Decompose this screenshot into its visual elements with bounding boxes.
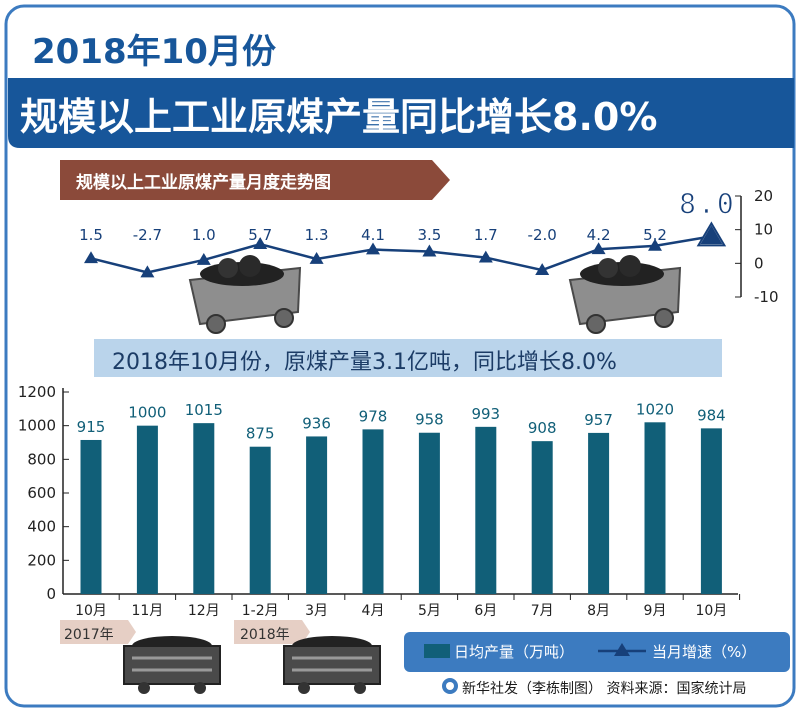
bar-category-label: 4月 (362, 603, 385, 619)
bar-category-label: 6月 (474, 603, 497, 619)
legend-bar-swatch (424, 644, 450, 658)
growth-point (366, 242, 380, 255)
growth-point (478, 250, 493, 263)
bar-category-label: 10月 (75, 603, 107, 619)
bar (249, 446, 271, 594)
bar-y-tick-label: 1000 (18, 417, 56, 435)
bar-category-label: 9月 (644, 603, 667, 619)
bar-category-label: 1-2月 (242, 603, 279, 619)
growth-value-label: 3.5 (417, 226, 441, 244)
bar-category-label: 7月 (531, 603, 554, 619)
highlight-band (94, 339, 722, 377)
bar-category-label: 8月 (587, 603, 610, 619)
legend-bar-label: 日均产量（万吨） (454, 643, 575, 661)
bar (588, 432, 610, 594)
growth-value-label: 4.2 (587, 226, 611, 244)
legend-band (404, 632, 790, 672)
line-y-tick-label: -10 (754, 288, 779, 306)
growth-point (84, 251, 98, 264)
legend-line-marker-icon (614, 643, 630, 656)
headline-band (8, 78, 794, 148)
year-tab-2018 (234, 620, 310, 644)
line-y-tick-label: 20 (754, 187, 773, 205)
highlight-text: 2018年10月份，原煤产量3.1亿吨，同比增长8.0% (112, 350, 617, 375)
bar (306, 436, 328, 594)
growth-value-label: 1.0 (192, 226, 216, 244)
growth-value-label: -2.7 (133, 226, 162, 244)
bar-y-tick-label: 600 (27, 484, 56, 502)
bar (531, 441, 553, 594)
year-label-2017: 2017年 (64, 627, 114, 643)
mine-cart-icon (188, 255, 302, 334)
growth-line-chart: 20 10 0 -10 1.5 -2.7 1.0 5.7 1.3 4.1 3.5 1.7 -2.0 4.2… (79, 187, 778, 306)
headline-title: 规模以上工业原煤产量同比增长8.0% (20, 95, 658, 139)
bar-y-tick-label: 800 (27, 450, 56, 468)
year-label-2018: 2018年 (240, 627, 290, 643)
growth-point (253, 237, 268, 250)
growth-point (700, 225, 723, 245)
bar-value-label: 993 (471, 405, 500, 423)
growth-point (591, 242, 606, 255)
bar-y-tick-label: 0 (46, 585, 56, 603)
subtitle-tab (60, 160, 450, 200)
growth-value-label: 4.1 (361, 226, 385, 244)
growth-series-line (90, 235, 712, 274)
bar-value-label: 936 (302, 414, 331, 432)
growth-value-label: 5.7 (248, 226, 272, 244)
growth-point (196, 252, 211, 265)
growth-value-label: -2.0 (528, 226, 557, 244)
bar-category-label: 10月 (695, 603, 727, 619)
growth-value-label: 1.3 (305, 226, 329, 244)
legend-line-label: 当月增速（%） (652, 643, 757, 661)
growth-point (309, 251, 324, 264)
growth-value-label: 1.7 (474, 226, 498, 244)
bar-value-label: 1015 (185, 401, 223, 419)
bar-value-label: 957 (584, 411, 613, 429)
bar-value-label: 915 (77, 418, 106, 436)
growth-point (422, 244, 437, 257)
bar (475, 426, 497, 594)
bar-y-tick-label: 200 (27, 551, 56, 569)
bar-value-label: 984 (697, 406, 726, 424)
growth-value-label: 1.5 (79, 226, 103, 244)
bar (80, 439, 102, 594)
bar-value-label: 1020 (636, 400, 674, 418)
bar-y-tick-label: 1200 (18, 383, 56, 401)
coal-wagon-icon (123, 636, 221, 694)
bar (362, 429, 384, 594)
mine-cart-icon (568, 255, 682, 334)
period-title: 2018年10月份 (32, 32, 276, 72)
line-y-tick-label: 10 (754, 221, 773, 239)
line-y-tick-label: 0 (754, 254, 764, 272)
chart-subtitle: 规模以上工业原煤产量月度走势图 (76, 173, 331, 193)
bar-value-label: 1000 (128, 404, 166, 422)
growth-point (535, 263, 550, 275)
growth-point (648, 238, 662, 251)
growth-value-label: 5.2 (643, 226, 667, 244)
xinhua-logo-icon (442, 678, 458, 694)
bar-category-label: 5月 (418, 603, 441, 619)
bar-category-label: 3月 (305, 603, 328, 619)
growth-point (140, 265, 155, 278)
bar-category-label: 11月 (131, 603, 163, 619)
bar-value-label: 958 (415, 411, 444, 429)
daily-output-bar-chart: 0 200 400 600 800 1000 1200 915 10月 1000 11月 1015 12… (18, 383, 741, 619)
bar-category-label: 12月 (188, 603, 220, 619)
year-tab-2017 (60, 620, 136, 644)
bar (644, 422, 666, 594)
bar-y-tick-label: 400 (27, 518, 56, 536)
source-footer: 新华社发（李栋制图） 资料来源：国家统计局 (462, 681, 747, 697)
bar (700, 428, 722, 594)
bar (193, 423, 215, 594)
growth-value-label: 8.0 (679, 187, 736, 220)
bar (418, 432, 440, 594)
bar-value-label: 908 (528, 419, 557, 437)
coal-wagon-icon (283, 636, 381, 694)
bar-value-label: 978 (359, 407, 388, 425)
bar-value-label: 875 (246, 425, 275, 443)
bar (136, 425, 158, 594)
